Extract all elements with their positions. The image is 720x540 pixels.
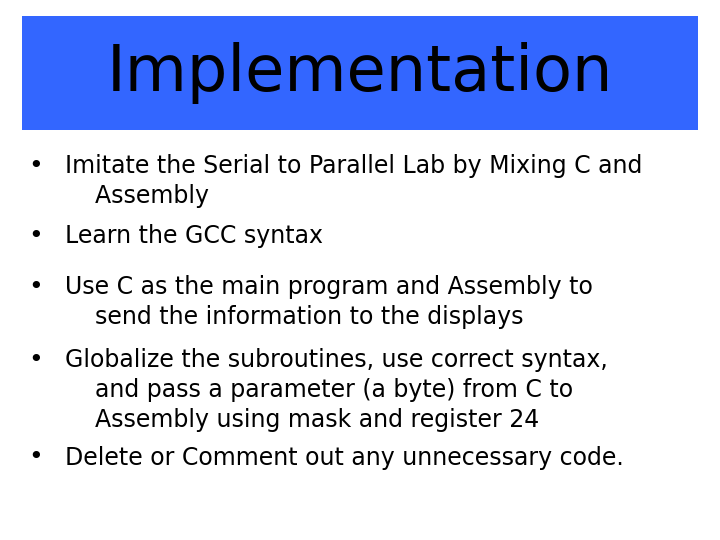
Text: Learn the GCC syntax: Learn the GCC syntax <box>65 224 323 248</box>
Text: •: • <box>29 154 43 178</box>
Text: Delete or Comment out any unnecessary code.: Delete or Comment out any unnecessary co… <box>65 446 624 469</box>
Bar <box>22 16 698 130</box>
Text: •: • <box>29 224 43 248</box>
Text: •: • <box>29 348 43 372</box>
Text: Use C as the main program and Assembly to
    send the information to the displa: Use C as the main program and Assembly t… <box>65 275 593 329</box>
Text: Globalize the subroutines, use correct syntax,
    and pass a parameter (a byte): Globalize the subroutines, use correct s… <box>65 348 608 431</box>
Text: •: • <box>29 446 43 469</box>
Text: •: • <box>29 275 43 299</box>
Text: Implementation: Implementation <box>107 42 613 104</box>
Text: Imitate the Serial to Parallel Lab by Mixing C and
    Assembly: Imitate the Serial to Parallel Lab by Mi… <box>65 154 642 207</box>
